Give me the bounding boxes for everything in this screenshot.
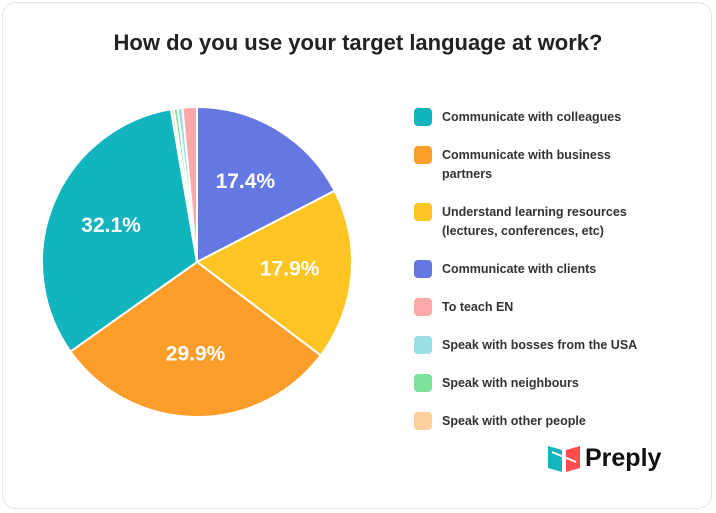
legend-item: To teach EN [414, 298, 704, 317]
value-label: 17.4% [216, 170, 276, 193]
legend-swatch [414, 412, 432, 430]
value-label: 32.1% [81, 214, 141, 237]
legend-swatch [414, 298, 432, 316]
legend-item: Speak with other people [414, 412, 704, 431]
legend-swatch [414, 108, 432, 126]
slice [69, 260, 323, 418]
legend-swatch [414, 260, 432, 278]
legend-label: Speak with other people [442, 414, 586, 428]
legend-swatch [414, 203, 432, 221]
legend-item: Communicate with clients [414, 260, 704, 279]
legend-label: Communicate with business partners [442, 148, 611, 181]
brand: Preply [585, 444, 662, 472]
legend-item: Understand learning resources (lectures,… [414, 203, 704, 241]
logo [548, 446, 580, 472]
legend-item: Communicate with colleagues [414, 108, 704, 127]
legend-label: Communicate with colleagues [442, 110, 622, 124]
slice [196, 105, 337, 264]
legend-swatch [414, 374, 432, 392]
legend-item: Speak with bosses from the USA [414, 336, 704, 355]
legend-item: Speak with neighbours [414, 374, 704, 393]
slice [181, 105, 198, 263]
legend-label: Understand learning resources (lectures,… [442, 205, 627, 238]
legend-item: Communicate with business partners [414, 146, 704, 184]
legend-swatch [414, 336, 432, 354]
value-label: 29.9% [166, 343, 226, 366]
legend-label: Communicate with clients [442, 262, 597, 276]
legend: Communicate with colleagues Communicate w… [414, 108, 704, 450]
slice [195, 189, 353, 357]
legend-label: Speak with bosses from the USA [442, 338, 638, 352]
legend-label: Speak with neighbours [442, 376, 579, 390]
legend-label: To teach EN [442, 300, 514, 314]
value-label: 17.9% [260, 257, 320, 280]
slice [41, 108, 199, 353]
legend-swatch [414, 146, 432, 164]
chart-title: How do you use your target language at w… [113, 30, 603, 55]
